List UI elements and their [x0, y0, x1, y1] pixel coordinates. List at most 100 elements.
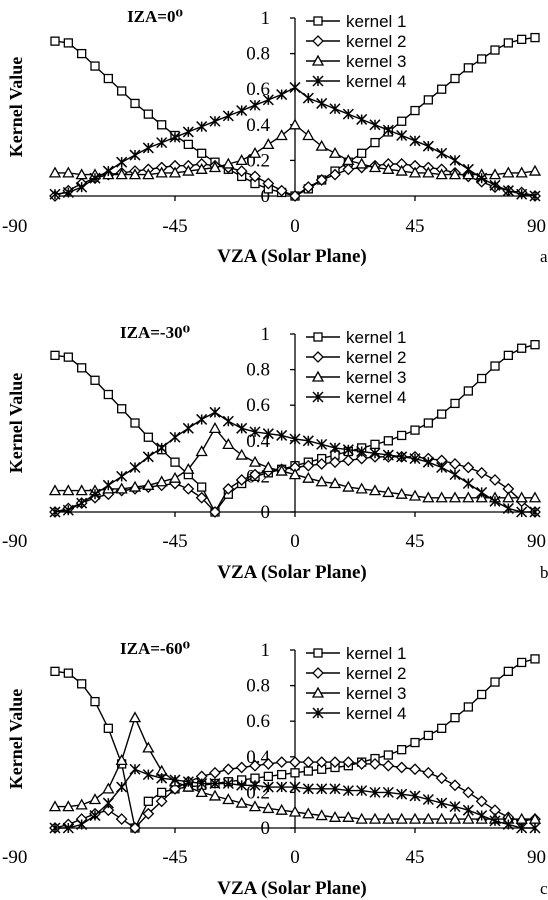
data-point — [182, 462, 195, 474]
data-point — [448, 168, 462, 180]
data-point — [169, 774, 181, 786]
data-point — [117, 404, 127, 414]
data-point — [222, 793, 235, 805]
data-point — [50, 666, 60, 677]
data-point — [490, 361, 500, 371]
data-point — [249, 99, 261, 111]
data-point — [477, 689, 487, 700]
data-point — [209, 115, 221, 127]
data-point — [369, 119, 381, 131]
data-point — [528, 164, 542, 176]
data-point — [423, 95, 433, 105]
data-point — [75, 798, 88, 810]
legend-entry: kernel 4 — [346, 704, 406, 723]
data-point — [103, 723, 113, 733]
data-point — [143, 796, 153, 806]
data-point — [289, 190, 301, 202]
data-point — [115, 754, 128, 766]
data-point — [302, 92, 314, 104]
y-axis-label: Kernel Value — [6, 373, 26, 474]
data-point — [275, 129, 288, 141]
data-point — [396, 129, 408, 142]
data-point — [342, 454, 355, 467]
data-point — [182, 164, 195, 176]
series-kernel-4 — [49, 81, 541, 202]
data-point — [115, 813, 128, 826]
data-point — [449, 801, 461, 813]
data-point — [62, 504, 74, 516]
data-point — [209, 766, 221, 779]
data-point — [450, 398, 460, 409]
data-point — [63, 668, 73, 678]
x-tick-label: -90 — [2, 216, 27, 237]
data-point — [422, 793, 434, 806]
data-point — [462, 477, 474, 490]
legend-entry: kernel 3 — [346, 368, 406, 387]
data-point — [76, 181, 88, 193]
data-point — [382, 759, 395, 772]
data-point — [449, 469, 461, 481]
data-point — [462, 163, 474, 175]
data-point — [76, 818, 88, 830]
data-point — [316, 783, 328, 795]
data-point — [209, 506, 221, 518]
data-point — [529, 822, 541, 834]
data-point — [410, 105, 420, 116]
data-point — [142, 807, 155, 820]
data-point — [355, 482, 368, 494]
data-point — [395, 761, 408, 774]
data-point — [422, 456, 434, 468]
data-point — [462, 804, 474, 816]
legend-entry: kernel 2 — [346, 664, 406, 683]
data-point — [382, 162, 395, 174]
legend-entry: kernel 2 — [346, 32, 406, 51]
data-point — [462, 461, 475, 474]
data-point — [530, 32, 540, 43]
data-point — [182, 126, 194, 138]
data-point — [315, 458, 328, 470]
data-point — [289, 781, 301, 793]
data-point — [157, 787, 167, 798]
data-point — [303, 766, 313, 776]
data-point — [517, 34, 527, 45]
x-tick-label: 0 — [290, 216, 300, 237]
data-point — [115, 168, 128, 180]
data-point — [208, 789, 222, 801]
data-point — [409, 790, 421, 802]
y-tick-label: 0 — [261, 502, 271, 523]
y-tick-label: 1 — [261, 324, 271, 345]
legend-marker — [311, 54, 325, 66]
data-point — [302, 471, 315, 483]
data-point — [516, 822, 528, 834]
data-point — [355, 812, 368, 824]
legend-entry: kernel 1 — [346, 328, 406, 347]
data-point — [235, 761, 248, 774]
data-point — [289, 81, 301, 93]
data-point — [528, 491, 542, 503]
data-point — [436, 147, 448, 159]
data-point — [209, 406, 221, 418]
data-point — [235, 154, 248, 166]
x-axis-label: VZA (Solar Plane) — [217, 878, 367, 899]
data-point — [435, 772, 448, 785]
data-point — [103, 389, 113, 400]
legend-marker — [313, 332, 323, 342]
data-point — [529, 190, 541, 202]
y-tick-label: 1 — [261, 8, 271, 29]
legend-marker — [312, 351, 324, 363]
data-point — [476, 810, 488, 822]
data-point — [89, 810, 101, 822]
data-point — [489, 179, 501, 191]
data-point — [262, 781, 274, 793]
data-point — [102, 479, 114, 491]
data-point — [502, 502, 514, 514]
legend-entry: kernel 3 — [346, 684, 406, 703]
data-point — [502, 166, 515, 178]
data-point — [356, 785, 368, 797]
data-point — [395, 164, 408, 176]
data-point — [222, 438, 235, 450]
data-point — [262, 138, 275, 150]
data-point — [276, 89, 288, 101]
data-point — [77, 363, 87, 373]
